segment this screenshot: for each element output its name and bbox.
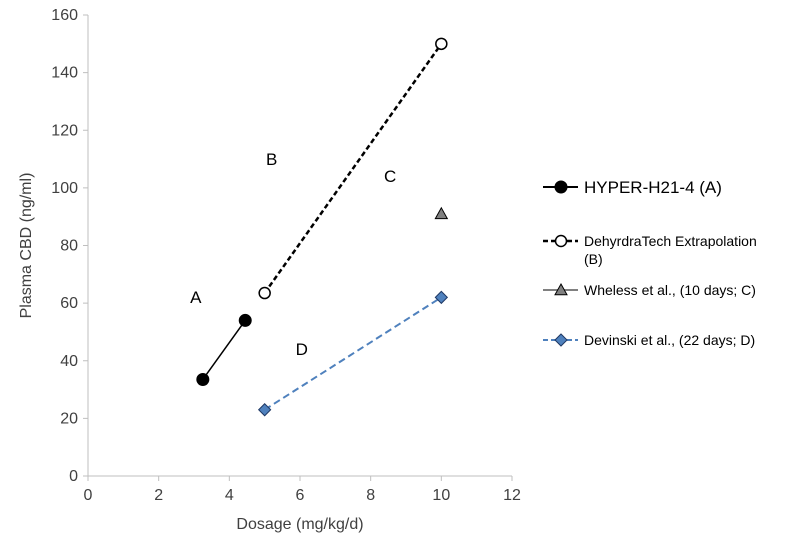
legend-label: Devinski et al., (22 days; D) <box>584 332 755 348</box>
y-tick-label: 40 <box>60 353 78 370</box>
legend-item-dehyrdratech-extrapolation-b: DehyrdraTech Extrapolation (B) <box>543 233 757 267</box>
annotation-a: A <box>190 288 202 307</box>
data-point <box>196 372 210 386</box>
data-point <box>434 206 449 220</box>
axes: 0 20 40 60 80 100 120 140 160 0 2 4 6 8 10 12 Dosage (mg… <box>18 7 521 533</box>
y-tick-label: 160 <box>51 7 78 24</box>
annotation-b: B <box>266 150 277 169</box>
x-tick-label: 4 <box>225 487 234 504</box>
series-line <box>202 319 246 380</box>
x-tick-label: 0 <box>84 487 93 504</box>
x-axis-title: Dosage (mg/kg/d) <box>236 516 363 533</box>
data-point <box>434 290 449 305</box>
y-tick-label: 0 <box>69 468 78 485</box>
legend-label: (B) <box>584 251 603 267</box>
data-point <box>258 286 271 300</box>
x-tick-label: 12 <box>503 487 521 504</box>
legend-item-wheless-et-al-10-days-c: Wheless et al., (10 days; C) <box>543 282 756 298</box>
y-tick-label: 140 <box>51 65 78 82</box>
y-axis-title: Plasma CBD (ng/ml) <box>18 173 35 319</box>
legend-item-devinski-et-al-22-days-d: Devinski et al., (22 days; D) <box>543 332 755 348</box>
legend-marker <box>554 333 568 347</box>
legend-marker <box>554 234 568 248</box>
x-tick-label: 8 <box>366 487 375 504</box>
y-tick-label: 60 <box>60 295 78 312</box>
legend: HYPER-H21-4 (A) DehyrdraTech Extrapolatio… <box>543 178 757 348</box>
y-tick-label: 20 <box>60 410 78 427</box>
data-point <box>238 313 252 327</box>
legend-label: Wheless et al., (10 days; C) <box>584 282 756 298</box>
x-tick-label: 6 <box>296 487 305 504</box>
data-point <box>435 37 448 51</box>
series-devinski-et-al-22-days-d <box>257 290 449 417</box>
y-tick-label: 120 <box>51 122 78 139</box>
series-wheless-et-al-10-days-c <box>434 206 449 220</box>
y-tick-label: 100 <box>51 180 78 197</box>
legend-label: HYPER-H21-4 (A) <box>584 178 722 197</box>
series-hyper-h21-4-a <box>196 313 252 386</box>
data-point <box>257 403 272 417</box>
legend-marker <box>554 180 568 194</box>
annotation-d: D <box>296 340 308 359</box>
series-dehyrdratech-extrapolation-b <box>258 37 448 300</box>
legend-label: DehyrdraTech Extrapolation <box>584 233 757 249</box>
y-tick-label: 80 <box>60 238 78 255</box>
annotations: A B C D <box>190 150 396 359</box>
legend-marker <box>554 282 568 296</box>
series-line <box>263 43 443 294</box>
x-tick-label: 10 <box>432 487 450 504</box>
legend-item-hyper-h21-4-a: HYPER-H21-4 (A) <box>543 178 722 197</box>
series-line <box>264 296 442 411</box>
x-tick-label: 2 <box>154 487 163 504</box>
annotation-c: C <box>384 167 396 186</box>
plot-area <box>196 37 449 417</box>
